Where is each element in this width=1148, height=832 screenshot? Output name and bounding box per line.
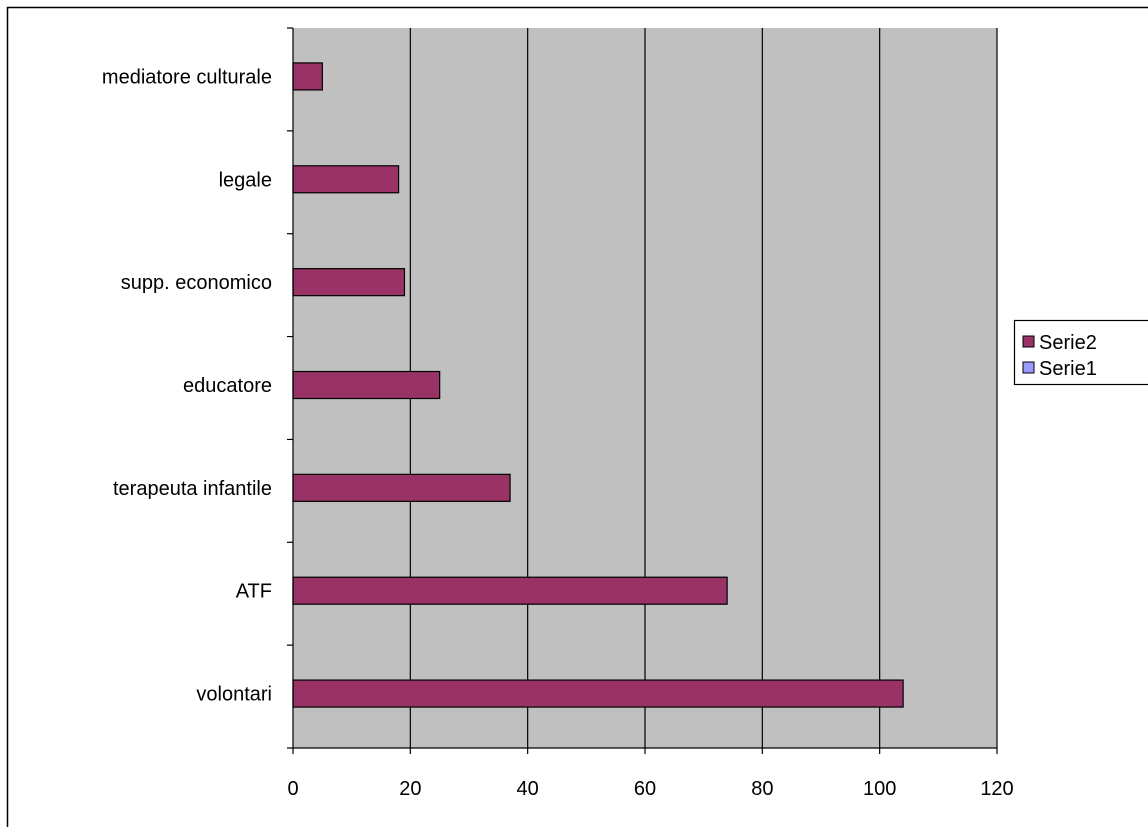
legend-label-serie1: Serie1: [1039, 358, 1097, 380]
legend-swatch-serie2: [1023, 336, 1034, 347]
category-label-1: ATF: [236, 581, 272, 603]
category-label-4: supp. economico: [121, 272, 272, 294]
x-tick-label-60: 60: [634, 778, 656, 800]
bar-serie2-5: [293, 166, 399, 193]
x-tick-label-100: 100: [863, 778, 896, 800]
category-label-5: legale: [219, 169, 272, 191]
bar-serie2-3: [293, 372, 440, 399]
x-tick-label-0: 0: [287, 778, 298, 800]
x-tick-label-80: 80: [751, 778, 773, 800]
bar-serie2-4: [293, 269, 404, 296]
x-tick-label-120: 120: [980, 778, 1013, 800]
category-label-3: educatore: [183, 375, 272, 397]
legend-label-serie2: Serie2: [1039, 332, 1097, 354]
bar-serie2-1: [293, 577, 727, 604]
bar-serie2-6: [293, 63, 322, 90]
x-tick-label-20: 20: [399, 778, 421, 800]
legend-swatch-serie1: [1023, 362, 1034, 373]
category-label-0: volontari: [196, 684, 272, 706]
legend: Serie2 Serie1: [1015, 321, 1148, 385]
x-tick-label-40: 40: [517, 778, 539, 800]
category-label-2: terapeuta infantile: [113, 478, 272, 500]
category-label-6: mediatore culturale: [102, 66, 272, 88]
bar-serie2-0: [293, 680, 903, 707]
bar-serie2-2: [293, 474, 510, 501]
